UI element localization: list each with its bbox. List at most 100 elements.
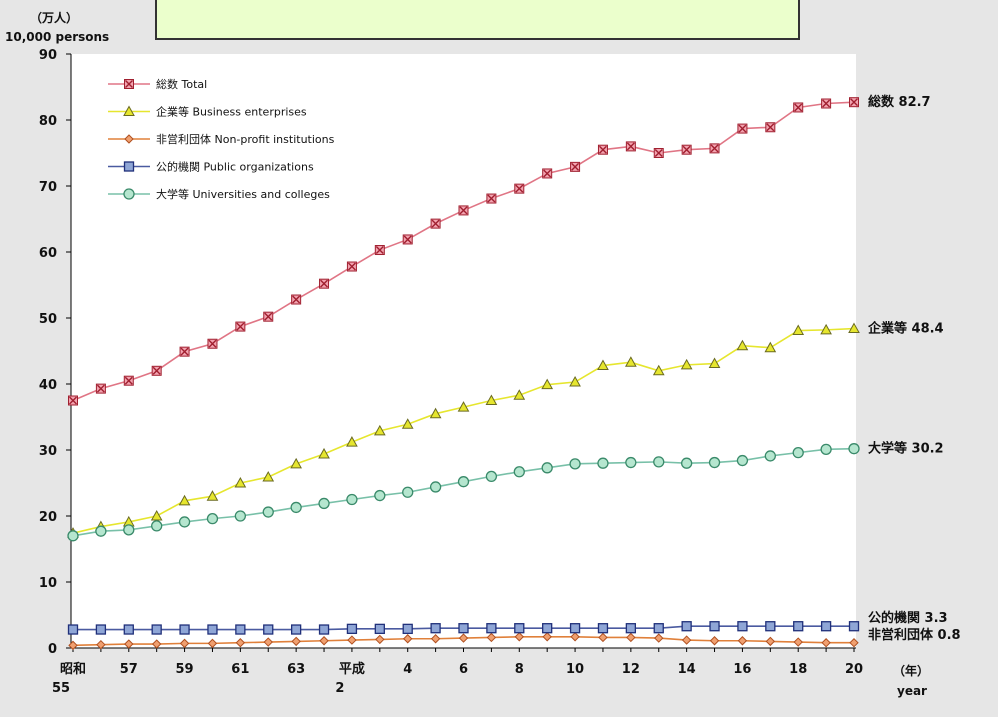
data-point-total-cross <box>682 145 691 154</box>
data-point-business <box>290 457 302 469</box>
legend-marker-public <box>123 161 135 172</box>
data-point-nonprofit <box>291 636 301 647</box>
data-point-public <box>235 624 246 635</box>
x-tick-label: 18 <box>789 662 807 677</box>
data-point-public <box>597 623 609 634</box>
data-point-business <box>429 407 442 419</box>
data-point-business <box>234 476 247 488</box>
data-point-business <box>206 490 219 501</box>
data-point-business <box>569 375 581 387</box>
x-tick-label: 6 <box>459 662 468 677</box>
data-point-total-cross <box>292 295 301 304</box>
data-point-nonprofit <box>375 634 385 645</box>
data-point-business <box>708 357 721 369</box>
data-point-public <box>709 621 720 632</box>
data-point-university <box>485 470 498 483</box>
data-point-business <box>373 424 386 436</box>
data-point-nonprofit <box>96 639 106 650</box>
data-point-business <box>792 324 805 336</box>
data-point-total-cross <box>180 347 189 356</box>
data-point-total-cross <box>236 322 245 331</box>
end-label-university: 大学等 30.2 <box>868 441 944 457</box>
legend-label: 大学等 Universities and colleges <box>156 187 330 201</box>
data-point-total-cross <box>264 312 273 321</box>
data-point-business <box>541 378 554 390</box>
data-point-total-cross <box>375 246 384 255</box>
series-university <box>67 443 860 542</box>
data-point-university <box>569 458 581 470</box>
data-point-public <box>263 624 274 635</box>
data-point-total-cross <box>69 396 77 405</box>
data-point-university <box>151 520 163 532</box>
data-point-business <box>625 356 637 367</box>
x-tick-label: 63 <box>287 662 305 677</box>
y-tick-label: 0 <box>48 642 57 657</box>
data-point-university <box>708 456 721 469</box>
data-point-business <box>820 323 832 335</box>
data-point-business <box>401 418 414 429</box>
x-tick-label: 57 <box>120 662 138 677</box>
x-tick-label-sub: 2 <box>335 681 344 696</box>
data-point-nonprofit <box>514 632 524 642</box>
plot-area <box>71 54 856 648</box>
data-point-public <box>346 623 358 635</box>
data-point-public <box>151 624 162 635</box>
data-point-total-cross <box>571 162 580 171</box>
data-point-public <box>820 621 832 632</box>
data-point-public <box>290 624 302 635</box>
data-point-business <box>178 494 191 506</box>
data-point-total-cross <box>626 142 635 151</box>
data-point-nonprofit <box>681 635 692 645</box>
legend-item-university: 大学等 Universities and colleges <box>108 187 330 201</box>
x-unit-ja: （年） <box>893 663 929 678</box>
data-point-public <box>765 621 776 632</box>
y-tick-label: 50 <box>39 312 57 327</box>
data-point-total-cross <box>431 219 440 228</box>
y-tick-label: 30 <box>39 444 57 459</box>
data-point-total-cross <box>850 98 858 107</box>
data-point-nonprofit <box>709 636 720 646</box>
data-point-university <box>67 530 79 542</box>
data-point-nonprofit <box>403 634 413 644</box>
data-point-nonprofit <box>542 632 552 642</box>
data-point-university <box>374 489 386 502</box>
data-point-university <box>402 486 414 498</box>
y-unit-en: 10,000 persons <box>5 30 109 44</box>
data-point-total-cross <box>403 235 412 244</box>
legend-marker-total-cross <box>125 80 133 88</box>
x-tick-label: 59 <box>176 662 194 677</box>
data-point-public <box>123 624 134 635</box>
series-business <box>67 322 860 538</box>
data-point-total-cross <box>208 339 217 348</box>
end-label-total: 総数 82.7 <box>868 94 931 110</box>
data-point-nonprofit <box>68 640 78 651</box>
data-point-university <box>792 446 804 459</box>
data-point-total-cross <box>459 206 468 215</box>
data-point-nonprofit <box>793 637 803 647</box>
x-unit-en: year <box>897 684 927 698</box>
data-point-university <box>541 462 553 474</box>
data-point-nonprofit <box>849 638 859 648</box>
data-point-university <box>848 443 860 455</box>
data-point-total-cross <box>320 279 329 288</box>
data-point-total-cross <box>598 145 607 154</box>
x-tick-label: 16 <box>733 662 751 677</box>
data-point-nonprofit <box>821 638 831 648</box>
top-text-box <box>155 0 800 40</box>
data-point-public <box>569 623 581 634</box>
data-point-business <box>848 322 860 334</box>
x-tick-label-sub: 55 <box>52 681 70 696</box>
end-label-nonprofit: 非営利団体 0.8 <box>868 627 961 643</box>
data-point-business <box>318 447 330 459</box>
y-unit-ja: （万人） <box>30 10 78 25</box>
y-tick-label: 20 <box>39 510 57 525</box>
data-point-public <box>207 624 218 635</box>
data-point-business <box>680 358 693 370</box>
data-point-total-cross <box>543 169 552 178</box>
data-point-university <box>820 443 832 455</box>
data-point-nonprofit <box>765 636 776 647</box>
y-tick-label: 60 <box>39 246 57 261</box>
data-point-university <box>513 466 525 478</box>
